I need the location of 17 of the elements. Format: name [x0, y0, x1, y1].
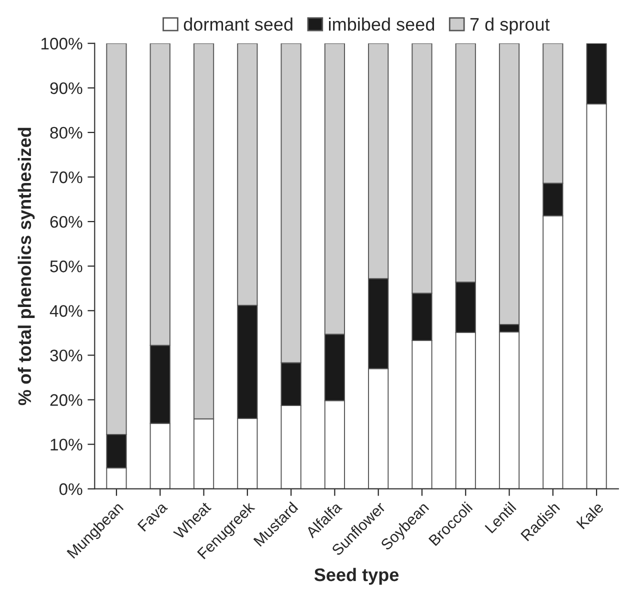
y-tick-label: 20%: [50, 394, 82, 406]
legend-label: 7 d sprout: [470, 18, 550, 34]
legend-label: dormant seed: [184, 18, 292, 31]
y-tick-label: 90%: [50, 82, 82, 94]
y-tick-label: 70%: [50, 171, 82, 184]
y-tick-label: 50%: [50, 260, 82, 272]
x-axis-title: Seed type: [314, 568, 399, 585]
y-tick-label: 30%: [50, 350, 82, 362]
y-tick-label: 80%: [50, 126, 82, 139]
y-tick-label: 40%: [50, 305, 82, 317]
y-tick-label: 10%: [50, 438, 82, 451]
y-tick-label: 0%: [59, 483, 82, 496]
y-tick-label: 60%: [50, 216, 82, 228]
x-tick-label: Kale: [576, 501, 604, 530]
y-axis-title: % of total phenolics synthesized: [18, 128, 35, 406]
y-tick-label: 100%: [41, 38, 82, 50]
legend-label: imbibed seed: [329, 18, 434, 31]
